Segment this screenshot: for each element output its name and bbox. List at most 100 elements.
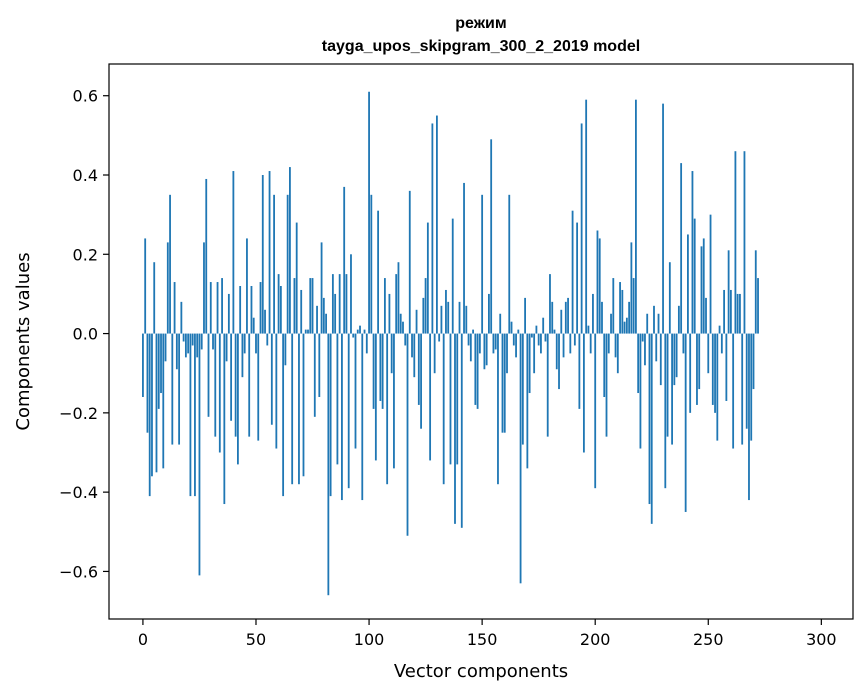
- bar: [632, 278, 635, 334]
- bar: [320, 242, 323, 334]
- bar: [537, 333, 540, 346]
- bar: [680, 163, 683, 334]
- bar: [589, 333, 592, 354]
- bar: [616, 333, 619, 374]
- bar: [169, 194, 171, 334]
- bar: [553, 329, 556, 334]
- bar: [488, 293, 490, 334]
- bar: [212, 333, 214, 350]
- bar: [485, 333, 488, 366]
- bar: [474, 333, 477, 405]
- bar: [295, 222, 298, 334]
- bar: [614, 333, 617, 358]
- bar: [741, 333, 744, 445]
- bar: [700, 246, 703, 334]
- bar: [594, 333, 597, 489]
- bar: [218, 333, 221, 453]
- bar: [571, 210, 574, 334]
- bar: [359, 325, 361, 334]
- bar: [460, 333, 463, 528]
- bar: [426, 222, 429, 334]
- bar: [420, 333, 422, 429]
- bar: [445, 289, 447, 334]
- bar: [198, 333, 201, 576]
- bar: [221, 278, 223, 334]
- bar: [250, 286, 253, 334]
- bar: [623, 321, 626, 334]
- bar: [406, 333, 409, 536]
- bar: [293, 278, 296, 334]
- x-tick-label: 250: [693, 630, 724, 649]
- bar: [300, 289, 303, 334]
- bar: [736, 293, 739, 334]
- y-tick-label: −0.2: [59, 404, 98, 423]
- bar: [472, 329, 474, 334]
- bar: [144, 238, 147, 334]
- bar: [542, 317, 545, 334]
- bar: [261, 175, 264, 334]
- bar: [146, 333, 149, 433]
- bar: [562, 333, 565, 358]
- bar: [338, 274, 341, 334]
- y-tick-label: 0.0: [73, 325, 98, 344]
- bar: [411, 333, 413, 358]
- bar: [698, 333, 701, 390]
- bar: [621, 289, 624, 334]
- bar: [431, 123, 434, 334]
- bar: [711, 333, 714, 405]
- bar: [313, 333, 316, 417]
- bar: [666, 333, 669, 437]
- x-tick-label: 0: [138, 630, 148, 649]
- bar: [232, 171, 235, 334]
- bar: [200, 333, 203, 350]
- bars-group: [142, 91, 759, 596]
- bar: [603, 333, 606, 397]
- bar: [345, 274, 348, 334]
- bar: [657, 313, 660, 334]
- bar: [322, 297, 325, 334]
- bar: [528, 333, 531, 394]
- bar: [275, 333, 278, 449]
- bar: [307, 329, 309, 334]
- bar: [483, 333, 486, 370]
- bar: [365, 333, 368, 354]
- bar: [752, 333, 755, 390]
- bar: [413, 333, 416, 378]
- bar: [175, 333, 178, 370]
- bar: [512, 333, 515, 346]
- bar: [162, 333, 165, 469]
- bar: [331, 274, 334, 334]
- x-tick-label: 150: [467, 630, 498, 649]
- bar: [720, 333, 723, 354]
- bar: [151, 333, 153, 477]
- x-tick-label: 50: [246, 630, 266, 649]
- bar: [442, 333, 445, 485]
- bar: [506, 333, 508, 374]
- bar: [343, 186, 346, 334]
- bar: [284, 333, 287, 366]
- bar: [279, 286, 282, 334]
- bar: [429, 333, 432, 461]
- bar: [734, 151, 737, 334]
- bar: [393, 333, 395, 469]
- bar: [750, 333, 753, 441]
- bar: [497, 333, 499, 485]
- bar: [499, 313, 502, 334]
- bar: [454, 333, 456, 524]
- bar: [664, 333, 667, 489]
- bar: [257, 333, 260, 441]
- bar: [646, 313, 649, 334]
- bar: [492, 333, 495, 354]
- bar: [246, 238, 248, 334]
- bar: [273, 194, 275, 334]
- bar: [203, 242, 205, 334]
- bar: [347, 333, 350, 489]
- bar: [675, 333, 678, 378]
- bar: [205, 178, 208, 334]
- bar: [230, 333, 233, 421]
- bar: [422, 297, 425, 334]
- bar: [490, 139, 493, 334]
- bar: [243, 333, 246, 354]
- bar: [569, 333, 572, 354]
- bar: [164, 333, 167, 362]
